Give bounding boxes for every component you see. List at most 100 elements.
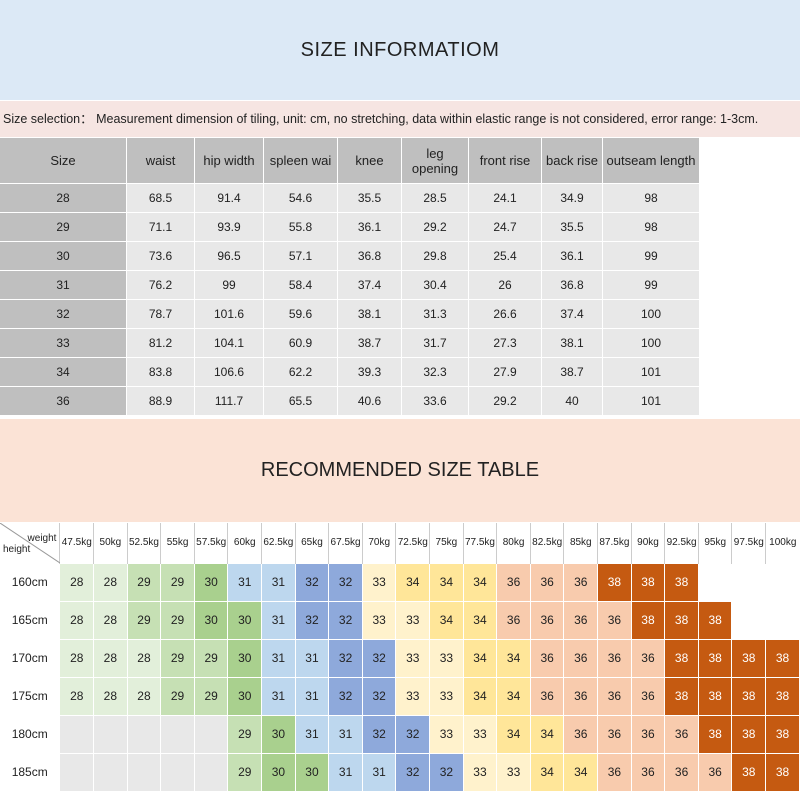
recommended-size-cell: 28: [93, 562, 128, 602]
recommended-size-cell: 31: [227, 562, 263, 602]
measurement-cell: 31.3: [402, 300, 469, 329]
weight-header-row: weight height 47.5kg 50kg 52.5kg 55kg 57.5kg 60…: [0, 523, 800, 563]
recommended-size-cell: 31: [294, 714, 330, 754]
table-row: 30 73.6 96.5 57.1 36.8 29.8 25.4 36.1 99: [0, 242, 700, 271]
recommended-size-cell: 38: [765, 752, 800, 792]
recommended-size-cell: 29: [193, 638, 229, 678]
recommended-size-cell: 34: [429, 600, 464, 640]
recommended-size-cell: 34: [462, 562, 498, 602]
recommended-size-cell: 28: [126, 676, 162, 716]
measurement-cell: 81.2: [127, 329, 195, 358]
size-label-cell: 29: [0, 213, 127, 242]
recommended-size-cell: 36: [529, 562, 565, 602]
recommended-size-cell: 36: [664, 752, 699, 792]
recommended-size-cell: 36: [697, 752, 733, 792]
weight-header-cell: 55kg: [160, 523, 195, 563]
measurement-cell: 36.8: [338, 242, 402, 271]
measurement-cell: 96.5: [195, 242, 264, 271]
measurement-cell: 25.4: [469, 242, 542, 271]
measurement-cell: 101.6: [195, 300, 264, 329]
empty-cell: [765, 562, 800, 602]
diagonal-divider: [0, 523, 60, 563]
measurement-cell: 101: [603, 358, 700, 387]
recommended-size-title: RECOMMENDED SIZE TABLE: [0, 419, 800, 522]
measurement-cell: 106.6: [195, 358, 264, 387]
weight-header-cell: 85kg: [563, 523, 598, 563]
recommended-size-cell: 29: [160, 600, 195, 640]
recommended-size-cell: 33: [395, 638, 431, 678]
recommended-size-cell: 30: [227, 676, 263, 716]
size-label-cell: 36: [0, 387, 127, 416]
recommended-size-cell: 38: [664, 676, 699, 716]
size-table-header-cell: waist: [127, 138, 195, 184]
height-label-cell: 165cm: [0, 600, 61, 640]
recommended-size-cell: 33: [462, 714, 498, 754]
recommended-size-cell: 32: [361, 638, 397, 678]
weight-header-cell: 67.5kg: [328, 523, 363, 563]
recommended-size-cell: 32: [294, 600, 330, 640]
recommended-size-cell: 28: [126, 638, 162, 678]
measurement-cell: 111.7: [195, 387, 264, 416]
recommended-size-cell: 28: [93, 600, 128, 640]
measurement-cell: 27.9: [469, 358, 542, 387]
measurement-cell: 34.9: [542, 184, 603, 213]
recommended-size-cell: 38: [765, 676, 800, 716]
recommended-size-cell: 29: [126, 600, 162, 640]
empty-cell: [731, 600, 767, 640]
table-row: 165cm 28 28 29 29 30 30 31 32 32 33 33 34 34 36 36 36 36 3…: [0, 600, 800, 640]
recommended-size-cell: 33: [462, 752, 498, 792]
recommended-size-cell: 31: [261, 676, 296, 716]
weight-header-cell: 52.5kg: [126, 523, 161, 563]
measurement-cell: 38.1: [338, 300, 402, 329]
recommended-size-cell: 34: [496, 638, 531, 678]
recommended-size-cell: 36: [563, 714, 599, 754]
measurement-cell: 55.8: [264, 213, 338, 242]
recommended-size-cell: 28: [59, 562, 95, 602]
recommended-size-cell: 30: [261, 752, 296, 792]
table-corner: weight height: [0, 523, 60, 563]
measurement-cell: 24.1: [469, 184, 542, 213]
measurement-cell: 37.4: [338, 271, 402, 300]
size-selection-note: Size selection： Measurement dimension of…: [0, 101, 800, 137]
recommended-size-cell: 34: [395, 562, 431, 602]
weight-header-cell: 82.5kg: [529, 523, 564, 563]
recommended-size-cell: 36: [664, 714, 699, 754]
size-table-header-cell: Size: [0, 138, 127, 184]
recommended-size-cell: 38: [731, 676, 767, 716]
weight-header-cell: 100kg: [765, 523, 800, 563]
table-row: 32 78.7 101.6 59.6 38.1 31.3 26.6 37.4 100: [0, 300, 700, 329]
measurement-cell: 99: [195, 271, 264, 300]
recommended-size-cell: 28: [59, 638, 95, 678]
recommended-size-cell: 29: [126, 562, 162, 602]
recommended-size-cell: 32: [328, 638, 363, 678]
recommended-size-cell: 31: [261, 638, 296, 678]
recommended-size-cell: 36: [630, 752, 666, 792]
table-row: 29 71.1 93.9 55.8 36.1 29.2 24.7 35.5 98: [0, 213, 700, 242]
weight-header-cell: 72.5kg: [395, 523, 430, 563]
recommended-size-cell: 29: [160, 676, 195, 716]
empty-cell: [59, 714, 95, 754]
weight-header-cell: 97.5kg: [731, 523, 766, 563]
height-label-cell: 185cm: [0, 752, 61, 792]
measurement-cell: 30.4: [402, 271, 469, 300]
weight-header-cell: 50kg: [93, 523, 128, 563]
weight-header-cell: 60kg: [227, 523, 262, 563]
measurement-cell: 57.1: [264, 242, 338, 271]
size-label-cell: 34: [0, 358, 127, 387]
measurement-cell: 29.8: [402, 242, 469, 271]
recommended-size-cell: 30: [193, 600, 229, 640]
measurement-cell: 100: [603, 300, 700, 329]
recommended-size-cell: 32: [361, 676, 397, 716]
recommended-size-cell: 38: [664, 638, 699, 678]
recommended-size-cell: 38: [765, 638, 800, 678]
recommended-size-cell: 38: [697, 714, 733, 754]
recommended-size-cell: 34: [496, 676, 531, 716]
table-row: 28 68.5 91.4 54.6 35.5 28.5 24.1 34.9 98: [0, 184, 700, 213]
size-table-header-cell: hip width: [195, 138, 264, 184]
empty-cell: [126, 752, 162, 792]
table-row: 31 76.2 99 58.4 37.4 30.4 26 36.8 99: [0, 271, 700, 300]
measurement-cell: 91.4: [195, 184, 264, 213]
weight-header-cell: 80kg: [496, 523, 531, 563]
recommended-size-cell: 33: [429, 714, 464, 754]
weight-header-cell: 57.5kg: [193, 523, 228, 563]
